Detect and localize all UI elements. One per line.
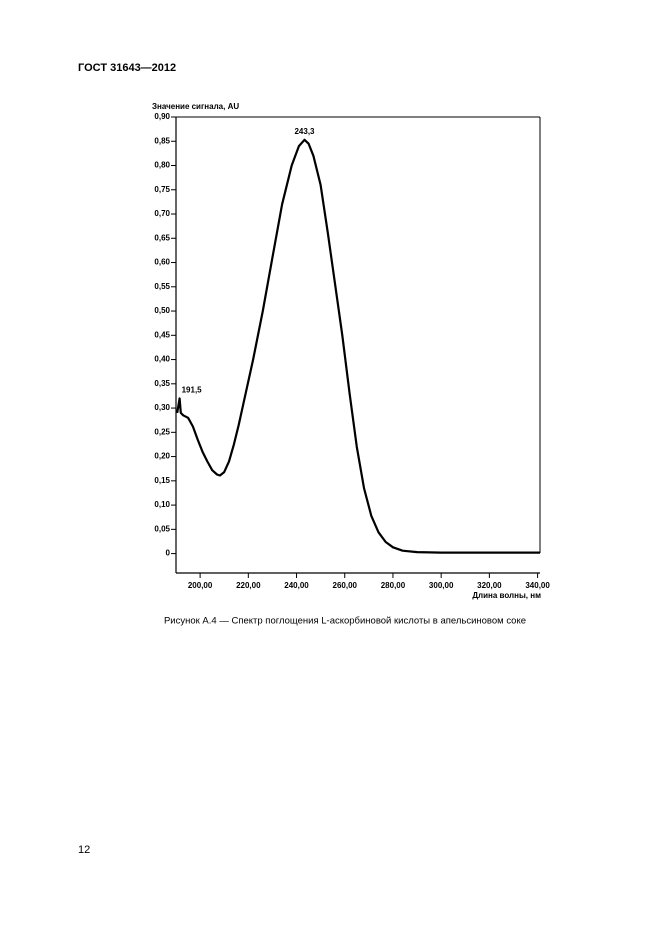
- y-tick-label: 0,90: [154, 112, 170, 121]
- y-tick-label: 0,85: [154, 136, 170, 145]
- y-tick-label: 0,35: [154, 379, 170, 388]
- x-tick-label: 200,00: [188, 581, 213, 590]
- y-tick-label: 0,45: [154, 330, 170, 339]
- x-tick-label: 260,00: [333, 581, 358, 590]
- y-tick-label: 0,70: [154, 209, 170, 218]
- y-tick-label: 0,55: [154, 282, 170, 291]
- page-header: ГОСТ 31643—2012: [78, 62, 176, 74]
- x-axis-label: Длина волны, нм: [472, 591, 541, 600]
- peak-label: 243,3: [294, 127, 315, 136]
- y-tick-label: 0,40: [154, 355, 170, 364]
- y-tick-label: 0: [166, 549, 171, 558]
- x-tick-label: 280,00: [381, 581, 406, 590]
- y-tick-label: 0,15: [154, 476, 170, 485]
- x-tick-label: 340,00: [525, 581, 550, 590]
- y-axis-label: Значение сигнала, AU: [152, 102, 239, 111]
- y-tick-label: 0,50: [154, 306, 170, 315]
- y-tick-label: 0,60: [154, 258, 170, 267]
- figure-caption: Рисунок А.4 — Спектр поглощения L-аскорб…: [164, 616, 526, 627]
- x-tick-label: 320,00: [477, 581, 502, 590]
- y-tick-label: 0,25: [154, 427, 170, 436]
- y-tick-label: 0,10: [154, 500, 170, 509]
- y-tick-label: 0,05: [154, 524, 170, 533]
- x-tick-label: 300,00: [429, 581, 454, 590]
- y-tick-label: 0,80: [154, 161, 170, 170]
- spectrum-line: [176, 138, 540, 554]
- x-tick-label: 240,00: [284, 581, 309, 590]
- y-tick-label: 0,65: [154, 233, 170, 242]
- peak-label: 191,5: [182, 385, 203, 394]
- y-tick-label: 0,20: [154, 452, 170, 461]
- y-tick-label: 0,75: [154, 185, 170, 194]
- y-tick-label: 0,30: [154, 403, 170, 412]
- x-tick-label: 220,00: [236, 581, 261, 590]
- page-number: 12: [78, 844, 90, 856]
